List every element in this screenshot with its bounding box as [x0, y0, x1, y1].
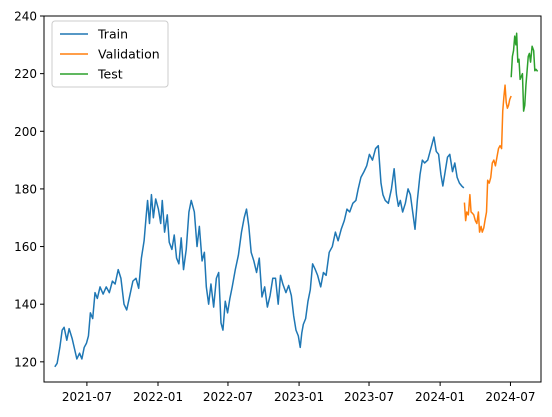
y-tick-label: 160 [14, 240, 37, 254]
x-tick-label: 2023-01 [274, 390, 324, 404]
x-tick-label: 2022-07 [203, 390, 253, 404]
legend-label-train: Train [97, 27, 128, 42]
y-tick-label: 140 [14, 298, 37, 312]
legend-box [51, 20, 169, 88]
x-tick-label: 2023-07 [344, 390, 394, 404]
y-tick-label: 180 [14, 182, 37, 196]
axes-frame [43, 15, 542, 383]
x-tick-label: 2022-01 [133, 390, 183, 404]
legend-label-validation: Validation [98, 47, 160, 62]
legend: Train Validation Test [51, 20, 169, 88]
legend-label-test: Test [97, 67, 123, 82]
x-tick-label: 2024-07 [485, 390, 535, 404]
y-tick-label: 220 [14, 67, 37, 81]
y-tick-label: 120 [14, 355, 37, 369]
y-tick-label: 200 [14, 125, 37, 139]
series-line-validation [463, 84, 512, 233]
plot-area [54, 32, 539, 368]
x-tick-label: 2021-07 [62, 390, 112, 404]
x-axis: 2021-07 2022-01 2022-07 2023-01 2023-07 2024-… [62, 382, 536, 404]
series-line-test [510, 32, 539, 112]
y-tick-label: 240 [14, 10, 37, 24]
series-line-train [54, 136, 465, 368]
y-axis: 120 140 160 180 200 220 240 [14, 10, 44, 369]
x-tick-label: 2024-01 [415, 390, 465, 404]
